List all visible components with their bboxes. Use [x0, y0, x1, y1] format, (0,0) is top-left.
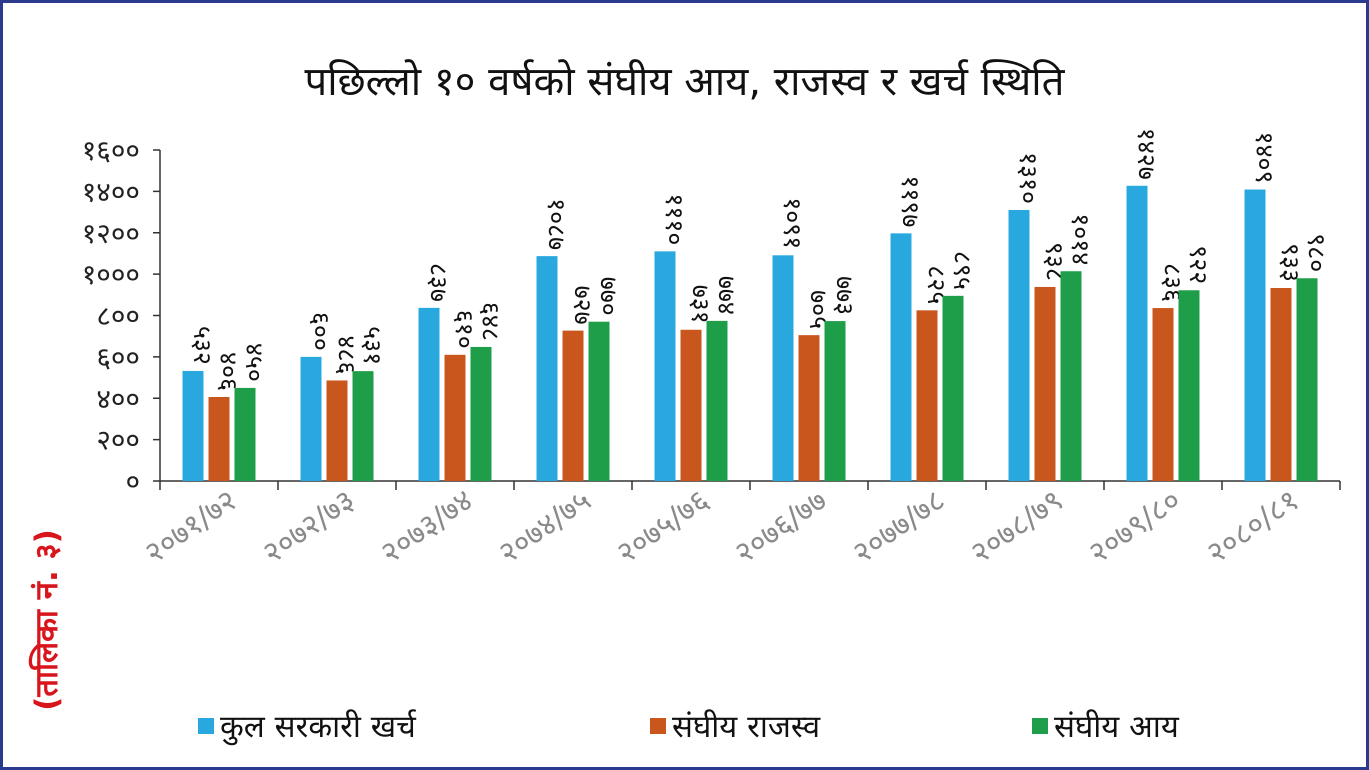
data-label: १०८७ — [542, 198, 571, 250]
data-label: ७७३ — [830, 276, 859, 315]
data-label: ६०० — [306, 312, 335, 351]
data-label: ४८६ — [332, 335, 361, 374]
data-label: ६१० — [450, 310, 479, 349]
data-label: ६४८ — [476, 302, 505, 341]
x-category-label: २०७८/७९ — [965, 483, 1070, 571]
bar-total-expenditure — [890, 233, 912, 481]
data-label: ९३३ — [1276, 243, 1305, 282]
data-label: ९८० — [1302, 233, 1331, 272]
bar-total-expenditure — [772, 255, 794, 481]
bar-federal-income — [470, 346, 492, 481]
y-tick-label: ४०० — [96, 382, 140, 415]
bar-federal-revenue — [562, 330, 584, 481]
x-category-label: २०७१/७२ — [139, 483, 244, 571]
data-label: १०१४ — [1066, 213, 1095, 265]
bar-total-expenditure — [654, 251, 676, 481]
data-label: ४५० — [240, 343, 269, 382]
bar-federal-income — [942, 295, 964, 481]
x-category-label: २०७५/७६ — [611, 483, 716, 571]
bar-federal-income — [588, 321, 610, 481]
y-tick-label: १४०० — [82, 175, 140, 208]
data-label: ७७४ — [712, 276, 741, 315]
bar-total-expenditure — [182, 370, 204, 481]
bar-federal-revenue — [1152, 308, 1174, 481]
bar-total-expenditure — [1008, 209, 1030, 481]
y-tick-label: ८०० — [96, 300, 140, 333]
y-tick-label: १२०० — [82, 217, 140, 250]
data-label: १११० — [660, 193, 689, 245]
bar-total-expenditure — [300, 356, 322, 481]
data-label: ७७० — [594, 277, 623, 316]
bar-total-expenditure — [1244, 189, 1266, 481]
bar-federal-revenue — [680, 329, 702, 481]
bar-federal-income — [824, 321, 846, 481]
x-category-label: २०७३/७४ — [375, 483, 480, 571]
bar-chart: ० २०० ४०० ६०० ८०० १००० १२०० १४०० १६०० २०७१/७२ २०७२… — [82, 128, 1341, 571]
legend-label-federal-revenue: संघीय राजस्व — [672, 709, 821, 745]
bar-federal-income — [1178, 290, 1200, 481]
x-category-label: २०८०/८१ — [1201, 483, 1306, 571]
data-label: १३१० — [1014, 152, 1043, 204]
data-label: ५३२ — [188, 326, 217, 365]
data-label: ४०६ — [214, 352, 243, 391]
bar-federal-revenue — [1270, 287, 1292, 481]
legend-item-total-expenditure: कुल सरकारी खर्च — [198, 704, 416, 748]
data-label: १४०९ — [1250, 131, 1279, 183]
data-label: ९२२ — [1184, 245, 1213, 284]
chart-title: पछिल्लो १० वर्षको संघीय आय, राजस्व र खर्… — [304, 59, 1065, 105]
bar-federal-income — [234, 387, 256, 481]
bar-federal-revenue — [916, 310, 938, 481]
bar-federal-revenue — [798, 335, 820, 481]
x-category-label: २०७४/७५ — [493, 483, 598, 571]
y-tick-label: १००० — [82, 258, 140, 291]
legend-label-total-expenditure: कुल सरकारी खर्च — [220, 709, 416, 745]
legend-label-federal-income: संघीय आय — [1054, 709, 1179, 745]
bar-federal-income — [1296, 278, 1318, 481]
x-category-label: २०७२/७३ — [257, 483, 362, 571]
data-label: ७२७ — [568, 286, 597, 325]
y-tick-label: २०० — [96, 424, 140, 457]
y-tick-label: ० — [125, 465, 140, 498]
data-label: १०९१ — [778, 197, 807, 249]
bar-federal-revenue — [208, 397, 230, 481]
y-tick-label: १६०० — [82, 134, 140, 167]
bar-federal-revenue — [444, 354, 466, 481]
legend-item-federal-income: संघीय आय — [1032, 704, 1179, 748]
bar-federal-income — [706, 320, 728, 481]
x-category-label: २०७६/७७ — [729, 483, 834, 571]
data-label: ५३१ — [358, 326, 387, 365]
bar-total-expenditure — [536, 256, 558, 481]
data-label: ११९७ — [896, 175, 925, 227]
data-label: ७३१ — [686, 285, 715, 324]
x-category-label: २०७७/७८ — [847, 483, 952, 571]
x-category-label: २०७९/८० — [1083, 483, 1188, 571]
y-tick-label: ६०० — [96, 341, 140, 374]
legend-swatch-federal-income — [1032, 718, 1048, 734]
bar-federal-revenue — [1034, 286, 1056, 481]
legend-swatch-total-expenditure — [198, 718, 214, 734]
bar-federal-revenue — [326, 380, 348, 481]
data-label: १४२७ — [1132, 128, 1161, 180]
bar-federal-income — [1060, 271, 1082, 481]
legend-swatch-federal-revenue — [650, 718, 666, 734]
bar-total-expenditure — [1126, 185, 1148, 481]
data-label: ८३७ — [424, 263, 453, 302]
data-label: ८९५ — [948, 251, 977, 290]
bar-total-expenditure — [418, 307, 440, 481]
bar-federal-income — [352, 371, 374, 481]
legend-item-federal-revenue: संघीय राजस्व — [650, 704, 820, 748]
